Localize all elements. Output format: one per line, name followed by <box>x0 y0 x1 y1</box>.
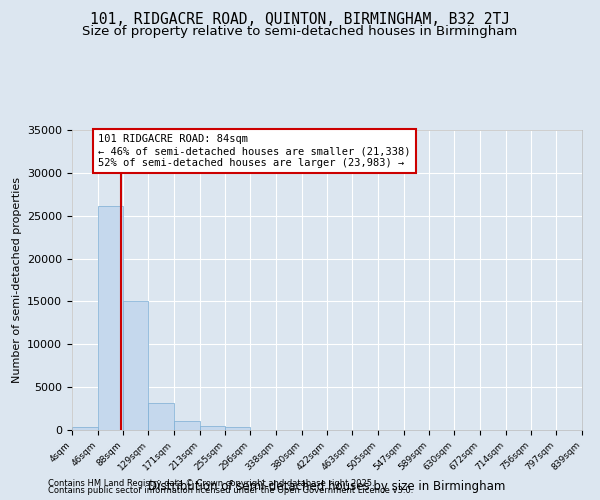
Bar <box>72 426 98 430</box>
Bar <box>200 426 226 430</box>
Text: Contains HM Land Registry data © Crown copyright and database right 2025.: Contains HM Land Registry data © Crown c… <box>48 478 374 488</box>
Text: Size of property relative to semi-detached houses in Birmingham: Size of property relative to semi-detach… <box>82 25 518 38</box>
Bar <box>174 420 200 430</box>
Bar <box>226 428 250 430</box>
Text: 101 RIDGACRE ROAD: 84sqm
← 46% of semi-detached houses are smaller (21,338)
52% : 101 RIDGACRE ROAD: 84sqm ← 46% of semi-d… <box>98 134 411 168</box>
Y-axis label: Number of semi-detached properties: Number of semi-detached properties <box>11 177 22 383</box>
Bar <box>124 300 148 430</box>
Bar <box>148 404 174 430</box>
Text: Contains public sector information licensed under the Open Government Licence v3: Contains public sector information licen… <box>48 486 413 495</box>
Text: 101, RIDGACRE ROAD, QUINTON, BIRMINGHAM, B32 2TJ: 101, RIDGACRE ROAD, QUINTON, BIRMINGHAM,… <box>90 12 510 28</box>
X-axis label: Distribution of semi-detached houses by size in Birmingham: Distribution of semi-detached houses by … <box>148 480 506 493</box>
Bar <box>98 206 124 430</box>
